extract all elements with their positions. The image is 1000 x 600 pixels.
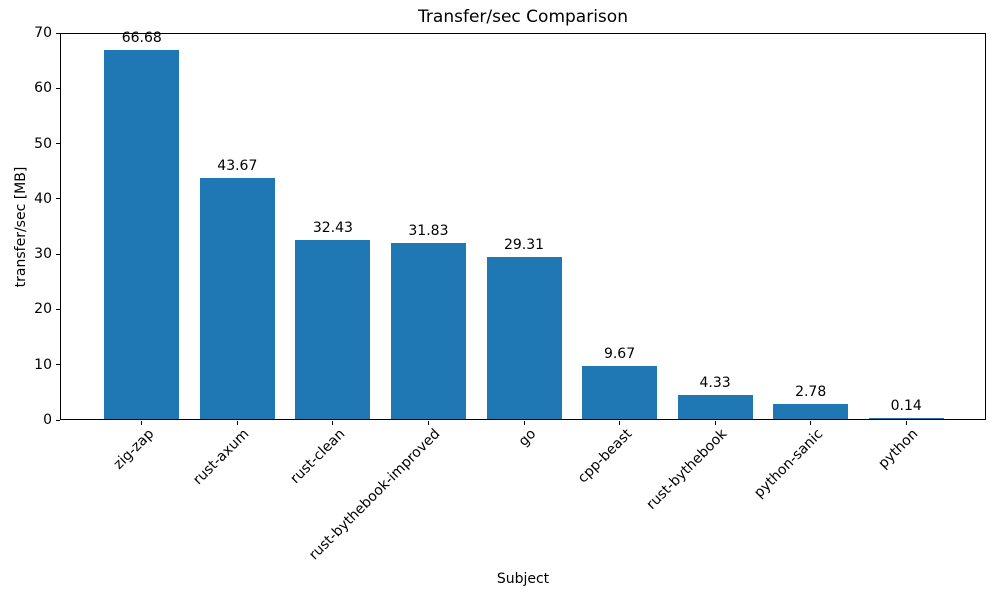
x-tick-mark — [236, 420, 238, 425]
y-tick-mark — [55, 198, 60, 200]
y-tick-mark — [55, 364, 60, 366]
y-tick-label: 50 — [34, 135, 52, 152]
bar — [199, 178, 275, 419]
bar-value-label: 4.33 — [699, 375, 731, 391]
y-tick-mark — [55, 87, 60, 89]
plot-area: 66.68 43.67 32.43 31.83 29.31 9.67 4.33 2.78 0.1… — [60, 30, 986, 420]
bar-value-label: 9.67 — [603, 346, 636, 362]
y-tick-label: 30 — [34, 246, 52, 263]
chart-title: Transfer/sec Comparison — [418, 7, 628, 27]
x-tick-mark — [810, 420, 812, 425]
y-tick-label: 10 — [34, 356, 52, 373]
bar-value-label: 66.68 — [121, 30, 162, 46]
x-tick-mark — [141, 420, 143, 425]
bar — [104, 50, 180, 419]
bar-value-label: 31.83 — [408, 223, 449, 239]
y-tick-label: 0 — [43, 412, 52, 428]
bar — [773, 404, 849, 419]
bar — [677, 395, 753, 419]
bar — [582, 366, 658, 419]
bar-value-label: 43.67 — [217, 158, 258, 174]
x-tick-mark — [427, 420, 429, 425]
y-axis-label: transfer/sec [MB] — [13, 166, 29, 288]
bar — [486, 257, 562, 419]
y-tick-label: 20 — [34, 301, 52, 318]
bar-value-label: 32.43 — [312, 220, 353, 236]
x-tick-mark — [332, 420, 334, 425]
bar — [390, 243, 466, 419]
y-tick-label: 70 — [34, 25, 52, 41]
y-tick-mark — [55, 419, 60, 421]
y-tick-mark — [55, 143, 60, 145]
x-tick-mark — [905, 420, 907, 425]
bar — [868, 418, 944, 419]
y-tick-mark — [55, 32, 60, 34]
bar-value-label: 2.78 — [795, 384, 827, 400]
x-tick-mark — [523, 420, 525, 425]
bar-value-label: 29.31 — [503, 237, 545, 253]
bar-value-label: 0.14 — [890, 398, 922, 414]
x-axis-label: Subject — [496, 571, 550, 587]
y-tick-label: 40 — [34, 190, 52, 207]
y-tick-mark — [55, 308, 60, 310]
bar — [295, 240, 371, 419]
y-tick-label: 60 — [34, 80, 52, 97]
y-tick-mark — [55, 253, 60, 255]
x-tick-mark — [619, 420, 621, 425]
x-tick-mark — [714, 420, 716, 425]
